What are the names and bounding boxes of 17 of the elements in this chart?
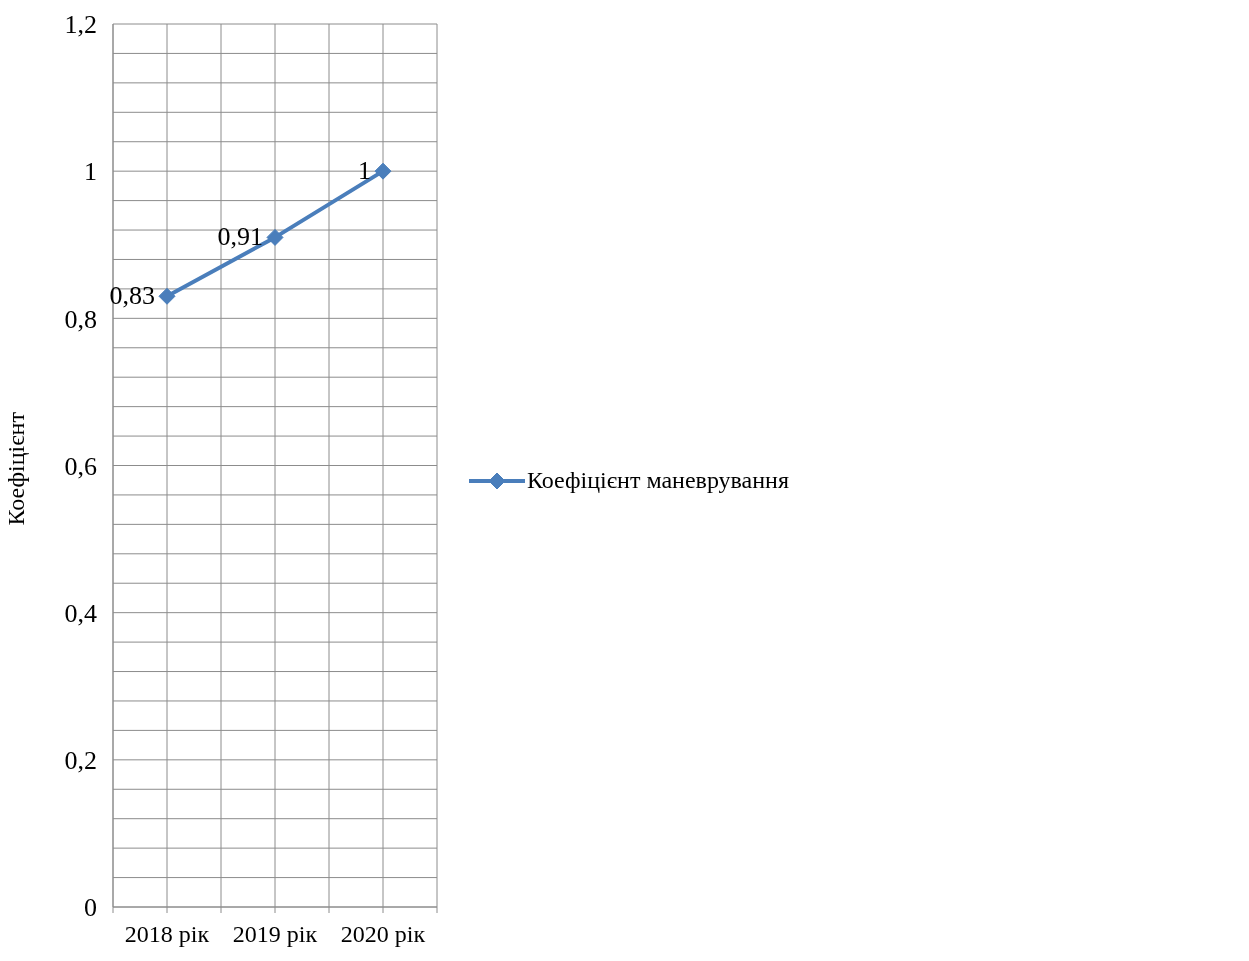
y-tick-label: 0,4 <box>64 598 97 628</box>
data-label: 1 <box>358 156 371 186</box>
point <box>158 287 176 305</box>
y-tick-label: 1,2 <box>64 10 97 40</box>
x-tick-label: 2019 рік <box>232 921 318 948</box>
x-tick-label: 2020 рік <box>340 921 426 948</box>
x-tick-label: 2018 рік <box>124 921 210 948</box>
data-label: 0,91 <box>217 222 263 252</box>
y-tick-label: 1 <box>84 157 97 187</box>
legend-label: Коефіцієнт маневрування <box>527 467 789 494</box>
data-label: 0,83 <box>109 281 155 311</box>
y-tick-label: 0 <box>84 893 97 923</box>
point <box>266 228 284 246</box>
y-tick-label: 0,2 <box>64 746 97 776</box>
y-tick-label: 0,8 <box>64 304 97 334</box>
y-tick-label: 0,6 <box>64 451 97 481</box>
point <box>374 162 392 180</box>
